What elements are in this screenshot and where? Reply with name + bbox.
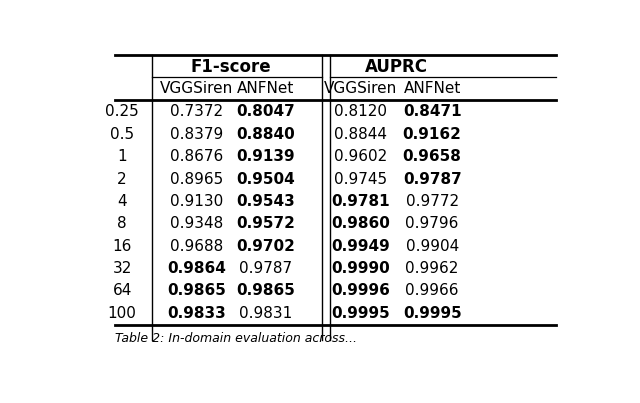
Text: 0.9162: 0.9162 bbox=[403, 127, 461, 142]
Text: 0.9781: 0.9781 bbox=[331, 194, 390, 209]
Text: 0.9865: 0.9865 bbox=[167, 283, 226, 298]
Text: 0.9504: 0.9504 bbox=[237, 172, 296, 187]
Text: 0.9702: 0.9702 bbox=[237, 239, 296, 253]
Text: 0.8120: 0.8120 bbox=[333, 104, 387, 119]
Text: 0.8840: 0.8840 bbox=[237, 127, 296, 142]
Text: 0.9602: 0.9602 bbox=[333, 149, 387, 164]
Text: 0.9865: 0.9865 bbox=[237, 283, 296, 298]
Text: 0.9995: 0.9995 bbox=[331, 305, 390, 320]
Text: 0.9949: 0.9949 bbox=[331, 239, 390, 253]
Text: 0.9796: 0.9796 bbox=[406, 216, 459, 231]
Text: 0.9787: 0.9787 bbox=[239, 261, 292, 276]
Text: ANFNet: ANFNet bbox=[403, 81, 461, 96]
Text: 0.9745: 0.9745 bbox=[333, 172, 387, 187]
Text: VGGSiren: VGGSiren bbox=[160, 81, 233, 96]
Text: 0.9139: 0.9139 bbox=[237, 149, 295, 164]
Text: 0.9772: 0.9772 bbox=[406, 194, 459, 209]
Text: 0.9348: 0.9348 bbox=[170, 216, 223, 231]
Text: 8: 8 bbox=[117, 216, 127, 231]
Text: 0.9864: 0.9864 bbox=[167, 261, 226, 276]
Text: 0.9688: 0.9688 bbox=[170, 239, 223, 253]
Text: 0.25: 0.25 bbox=[106, 104, 139, 119]
Text: 1: 1 bbox=[117, 149, 127, 164]
Text: 0.5: 0.5 bbox=[110, 127, 134, 142]
Text: 0.9572: 0.9572 bbox=[237, 216, 296, 231]
Text: 0.9658: 0.9658 bbox=[403, 149, 461, 164]
Text: 0.8844: 0.8844 bbox=[333, 127, 387, 142]
Text: 64: 64 bbox=[113, 283, 132, 298]
Text: 0.9787: 0.9787 bbox=[403, 172, 461, 187]
Text: 0.9860: 0.9860 bbox=[331, 216, 390, 231]
Text: 0.8676: 0.8676 bbox=[170, 149, 223, 164]
Text: 2: 2 bbox=[117, 172, 127, 187]
Text: 0.8471: 0.8471 bbox=[403, 104, 461, 119]
Text: 0.9833: 0.9833 bbox=[167, 305, 226, 320]
Text: AUPRC: AUPRC bbox=[365, 58, 428, 76]
Text: 4: 4 bbox=[117, 194, 127, 209]
Text: 0.9995: 0.9995 bbox=[403, 305, 461, 320]
Text: 0.9543: 0.9543 bbox=[237, 194, 296, 209]
Text: 0.7372: 0.7372 bbox=[170, 104, 223, 119]
Text: 0.8047: 0.8047 bbox=[237, 104, 296, 119]
Text: 0.9904: 0.9904 bbox=[406, 239, 459, 253]
Text: 100: 100 bbox=[108, 305, 136, 320]
Text: 0.9990: 0.9990 bbox=[331, 261, 390, 276]
Text: 0.8379: 0.8379 bbox=[170, 127, 223, 142]
Text: 0.9966: 0.9966 bbox=[405, 283, 459, 298]
Text: 0.9130: 0.9130 bbox=[170, 194, 223, 209]
Text: 0.9962: 0.9962 bbox=[406, 261, 459, 276]
Text: 16: 16 bbox=[113, 239, 132, 253]
Text: VGGSiren: VGGSiren bbox=[324, 81, 397, 96]
Text: 0.9831: 0.9831 bbox=[239, 305, 292, 320]
Text: 32: 32 bbox=[113, 261, 132, 276]
Text: Table 2: In-domain evaluation across...: Table 2: In-domain evaluation across... bbox=[115, 332, 356, 345]
Text: ANFNet: ANFNet bbox=[237, 81, 294, 96]
Text: 0.8965: 0.8965 bbox=[170, 172, 223, 187]
Text: F1-score: F1-score bbox=[191, 58, 271, 76]
Text: 0.9996: 0.9996 bbox=[331, 283, 390, 298]
